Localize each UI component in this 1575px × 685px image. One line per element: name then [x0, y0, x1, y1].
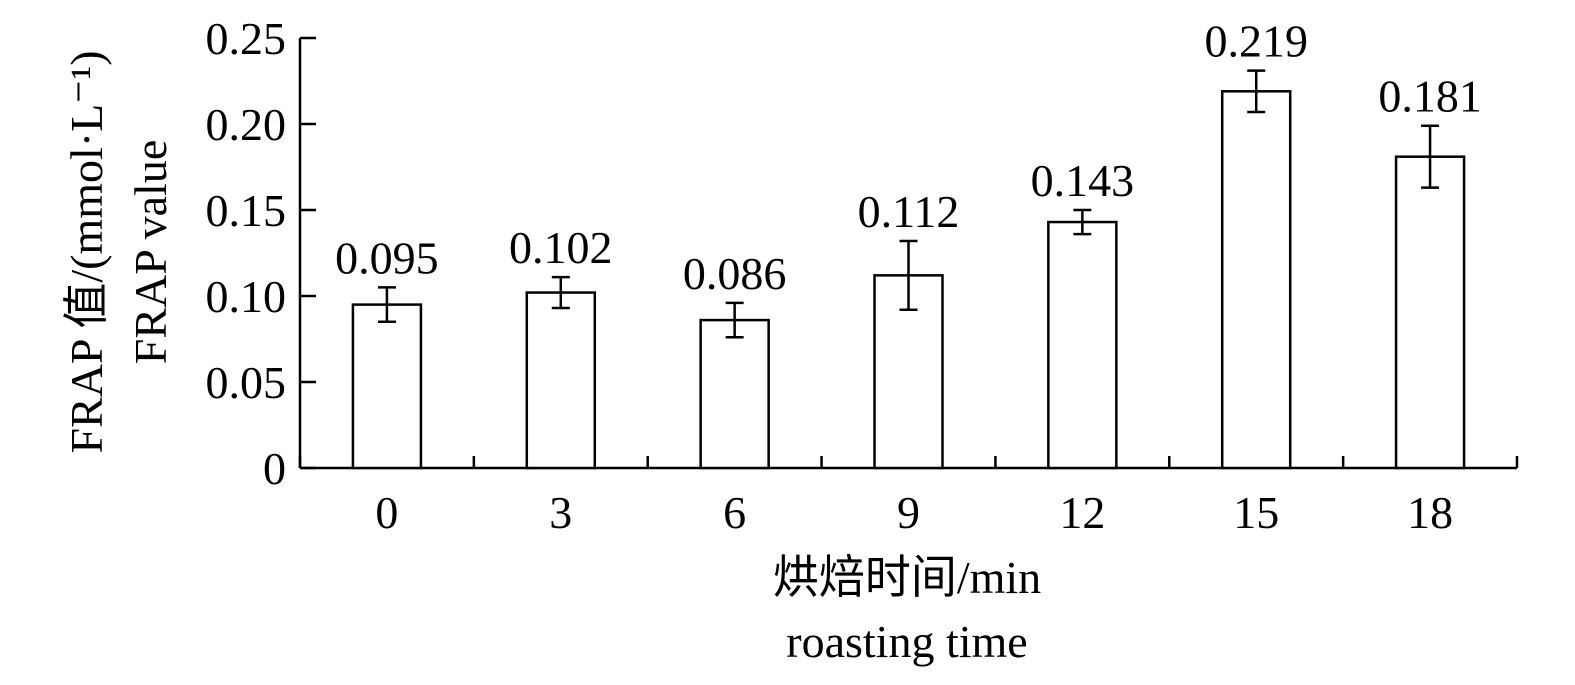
- x-tick-label: 6: [723, 487, 746, 538]
- value-label-12: 0.143: [1031, 155, 1135, 206]
- y-axis-title-en: FRAP value: [125, 140, 176, 364]
- bar-0: [351, 303, 423, 470]
- value-label-3: 0.102: [509, 222, 613, 273]
- x-tick-label: 12: [1059, 487, 1105, 538]
- value-label-9: 0.112: [858, 186, 960, 237]
- bar-3: [525, 291, 597, 470]
- y-axis: 0 0.05 0.10 0.15 0.20 0.25: [206, 13, 316, 494]
- y-tick-label: 0.25: [206, 13, 287, 64]
- x-axis-title-en: roasting time: [786, 616, 1027, 667]
- bar-6: [699, 318, 770, 470]
- y-tick-label: 0.05: [206, 357, 287, 408]
- value-label-15: 0.219: [1204, 16, 1308, 67]
- x-tick-label: 3: [549, 487, 572, 538]
- bars: [351, 90, 1466, 470]
- x-tick-label: 15: [1233, 487, 1279, 538]
- y-tick-label: 0.10: [206, 271, 287, 322]
- bar-18: [1394, 155, 1466, 470]
- error-bars: [377, 69, 1440, 339]
- y-tick-label: 0.15: [206, 185, 287, 236]
- y-tick-label: 0.20: [206, 99, 287, 150]
- value-label-0: 0.095: [335, 232, 439, 283]
- x-tick-label: 0: [375, 487, 398, 538]
- x-axis-title-cn: 烘焙时间/min: [773, 552, 1041, 603]
- bar-12: [1047, 220, 1118, 470]
- value-labels: 0.095 0.102 0.086 0.112 0.143 0.219 0.181: [335, 16, 1482, 299]
- y-tick-label: 0: [263, 443, 286, 494]
- x-axis: 0 3 6 9 12 15 18: [298, 456, 1519, 538]
- y-axis-title-cn: FRAP 值/(mmol·L⁻¹): [61, 50, 112, 453]
- x-tick-label: 18: [1407, 487, 1453, 538]
- bar-15: [1220, 90, 1292, 470]
- value-label-6: 0.086: [683, 248, 787, 299]
- value-label-18: 0.181: [1378, 71, 1482, 122]
- x-tick-label: 9: [897, 487, 920, 538]
